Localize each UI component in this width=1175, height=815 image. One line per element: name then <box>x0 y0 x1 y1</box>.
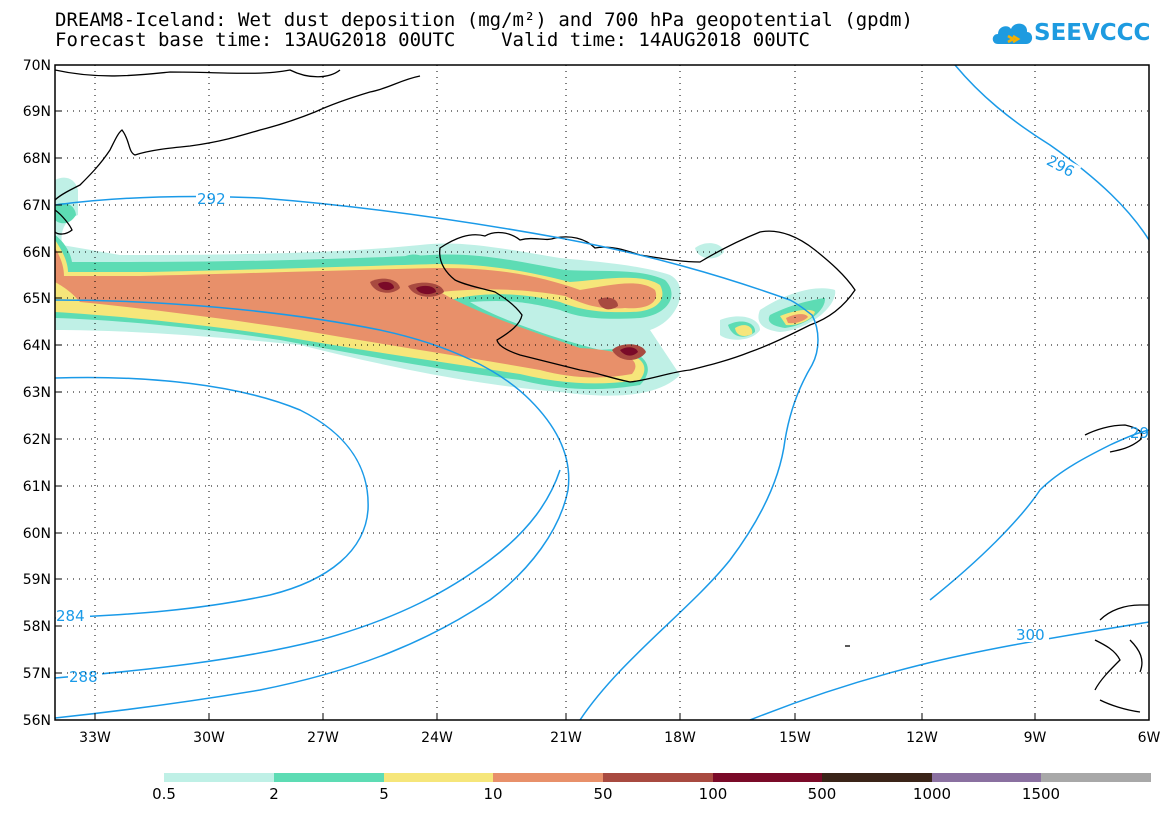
seevccc-logo: SEEVCCC <box>990 16 1155 56</box>
deposition-area-100 <box>378 281 394 291</box>
contour-288 <box>55 299 570 719</box>
legend-label: 500 <box>807 785 837 803</box>
deposition-area-2 <box>55 203 76 224</box>
map-title: DREAM8-Iceland: Wet dust deposition (mg/… <box>55 9 913 31</box>
legend-label: 1500 <box>1021 785 1061 803</box>
lat-label: 70N <box>23 58 51 74</box>
coastline-faroe <box>1084 424 1143 453</box>
contour-300 <box>749 621 1149 720</box>
contour-label-288: 288 <box>69 668 98 686</box>
contour-label-292: 292 <box>197 190 226 208</box>
lat-label: 63N <box>23 385 51 401</box>
lat-label: 69N <box>23 104 51 120</box>
legend-label: 100 <box>698 785 728 803</box>
deposition-area-5 <box>735 325 753 336</box>
legend-swatch-10 <box>493 773 603 782</box>
latitude-labels: 70N 69N 68N 67N 66N 65N 64N 63N 62N 61N … <box>23 58 51 729</box>
legend-swatch-0.5 <box>164 773 274 782</box>
contour-29x <box>929 429 1149 601</box>
longitude-labels: 33W 30W 27W 24W 21W 18W 15W 12W 9W 6W <box>79 730 1160 746</box>
legend-swatch-5 <box>384 773 493 782</box>
deposition-area-100 <box>416 285 436 295</box>
lon-label: 15W <box>779 730 811 746</box>
coastline-scotland <box>1094 604 1149 713</box>
lat-label: 60N <box>23 526 51 542</box>
lon-label: 24W <box>421 730 453 746</box>
contour-label-284: 284 <box>56 607 85 625</box>
graticule <box>55 65 1149 720</box>
deposition-area-0.5 <box>695 243 724 259</box>
contour-292 <box>55 195 819 720</box>
lat-label: 65N <box>23 291 51 307</box>
legend-label: 50 <box>593 785 613 803</box>
lat-label: 64N <box>23 338 51 354</box>
lat-label: 66N <box>23 245 51 261</box>
contour-label-29: 29 <box>1130 424 1149 442</box>
lon-label: 30W <box>193 730 225 746</box>
cloud-icon <box>992 23 1033 44</box>
legend-swatch-500 <box>822 773 932 782</box>
lat-label: 61N <box>23 479 51 495</box>
coastline-greenland <box>55 69 421 235</box>
legend-swatch-1500 <box>1041 773 1151 782</box>
geopotential-contours <box>55 65 1149 720</box>
contour-284 <box>55 376 369 619</box>
lon-label: 12W <box>906 730 938 746</box>
lon-label: 21W <box>550 730 582 746</box>
legend-label: 10 <box>483 785 503 803</box>
legend-swatch-1000 <box>932 773 1041 782</box>
deposition-area-10 <box>786 314 808 324</box>
lat-label: 68N <box>23 151 51 167</box>
legend-swatch-2 <box>274 773 384 782</box>
contour-288b <box>55 469 561 679</box>
coastline-iceland <box>439 230 856 383</box>
contour-296 <box>954 65 1149 241</box>
lat-label: 56N <box>23 713 51 729</box>
lon-label: 33W <box>79 730 111 746</box>
legend-label: 5 <box>379 785 389 803</box>
lat-label: 62N <box>23 432 51 448</box>
legend-label: 0.5 <box>152 785 176 803</box>
coastlines <box>55 69 1149 713</box>
legend-swatch-50 <box>603 773 713 782</box>
lon-label: 18W <box>664 730 696 746</box>
legend-swatch-100 <box>713 773 822 782</box>
lon-label: 6W <box>1138 730 1161 746</box>
deposition-area-50 <box>598 297 618 310</box>
map-subtitle: Forecast base time: 13AUG2018 00UTC Vali… <box>55 29 810 51</box>
lon-label: 9W <box>1024 730 1047 746</box>
legend-label: 2 <box>269 785 279 803</box>
tick-marks <box>55 64 1036 720</box>
contour-label-300: 300 <box>1016 626 1045 644</box>
deposition-area-100 <box>620 347 638 356</box>
legend-label: 1000 <box>912 785 952 803</box>
lat-label: 58N <box>23 619 51 635</box>
lon-label: 27W <box>307 730 339 746</box>
lat-label: 57N <box>23 666 51 682</box>
lat-label: 59N <box>23 572 51 588</box>
lat-label: 67N <box>23 198 51 214</box>
logo-text: SEEVCCC <box>1034 20 1151 46</box>
